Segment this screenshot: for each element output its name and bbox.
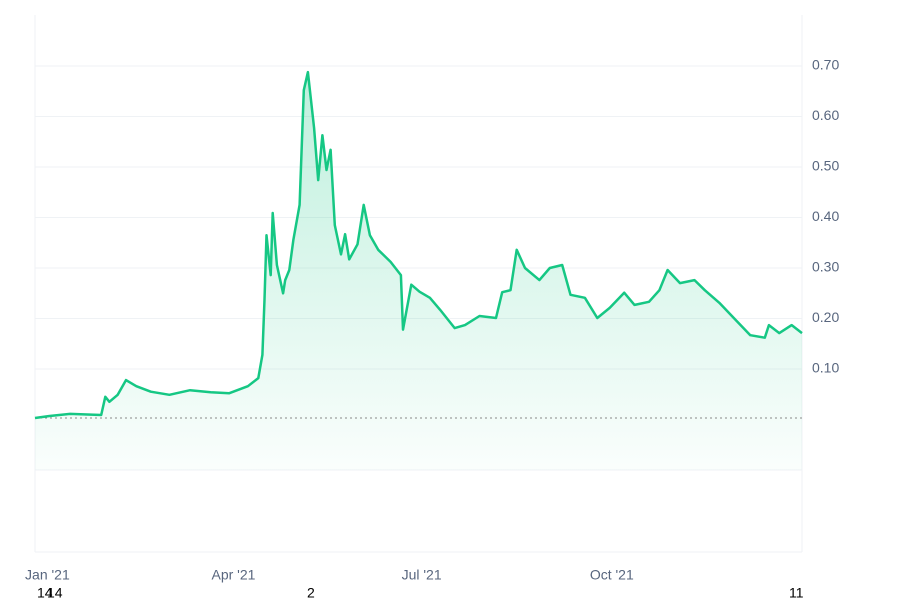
y-tick-label: 0.10 <box>812 360 839 376</box>
x-tick-label: Jul '21 <box>402 567 442 583</box>
y-tick-label: 0.50 <box>812 158 839 174</box>
y-tick-label: 0.20 <box>812 309 839 325</box>
x-tick-label: Apr '21 <box>212 567 256 583</box>
area <box>35 72 802 470</box>
y-tick-label: 0.70 <box>812 57 839 73</box>
y-tick-label: 0.60 <box>812 107 839 123</box>
x-tick-label: Oct '21 <box>590 567 634 583</box>
y-tick-label: 0.40 <box>812 208 839 224</box>
bottom-label: 11 <box>789 585 804 600</box>
x-tick-label: Jan '21 <box>25 567 70 583</box>
bottom-label: 14 <box>37 585 53 600</box>
bottom-label: 14 <box>47 585 63 600</box>
price-line <box>34 70 803 420</box>
y-tick-label: 0.30 <box>812 259 839 275</box>
bottom-label: 2 <box>307 585 315 600</box>
